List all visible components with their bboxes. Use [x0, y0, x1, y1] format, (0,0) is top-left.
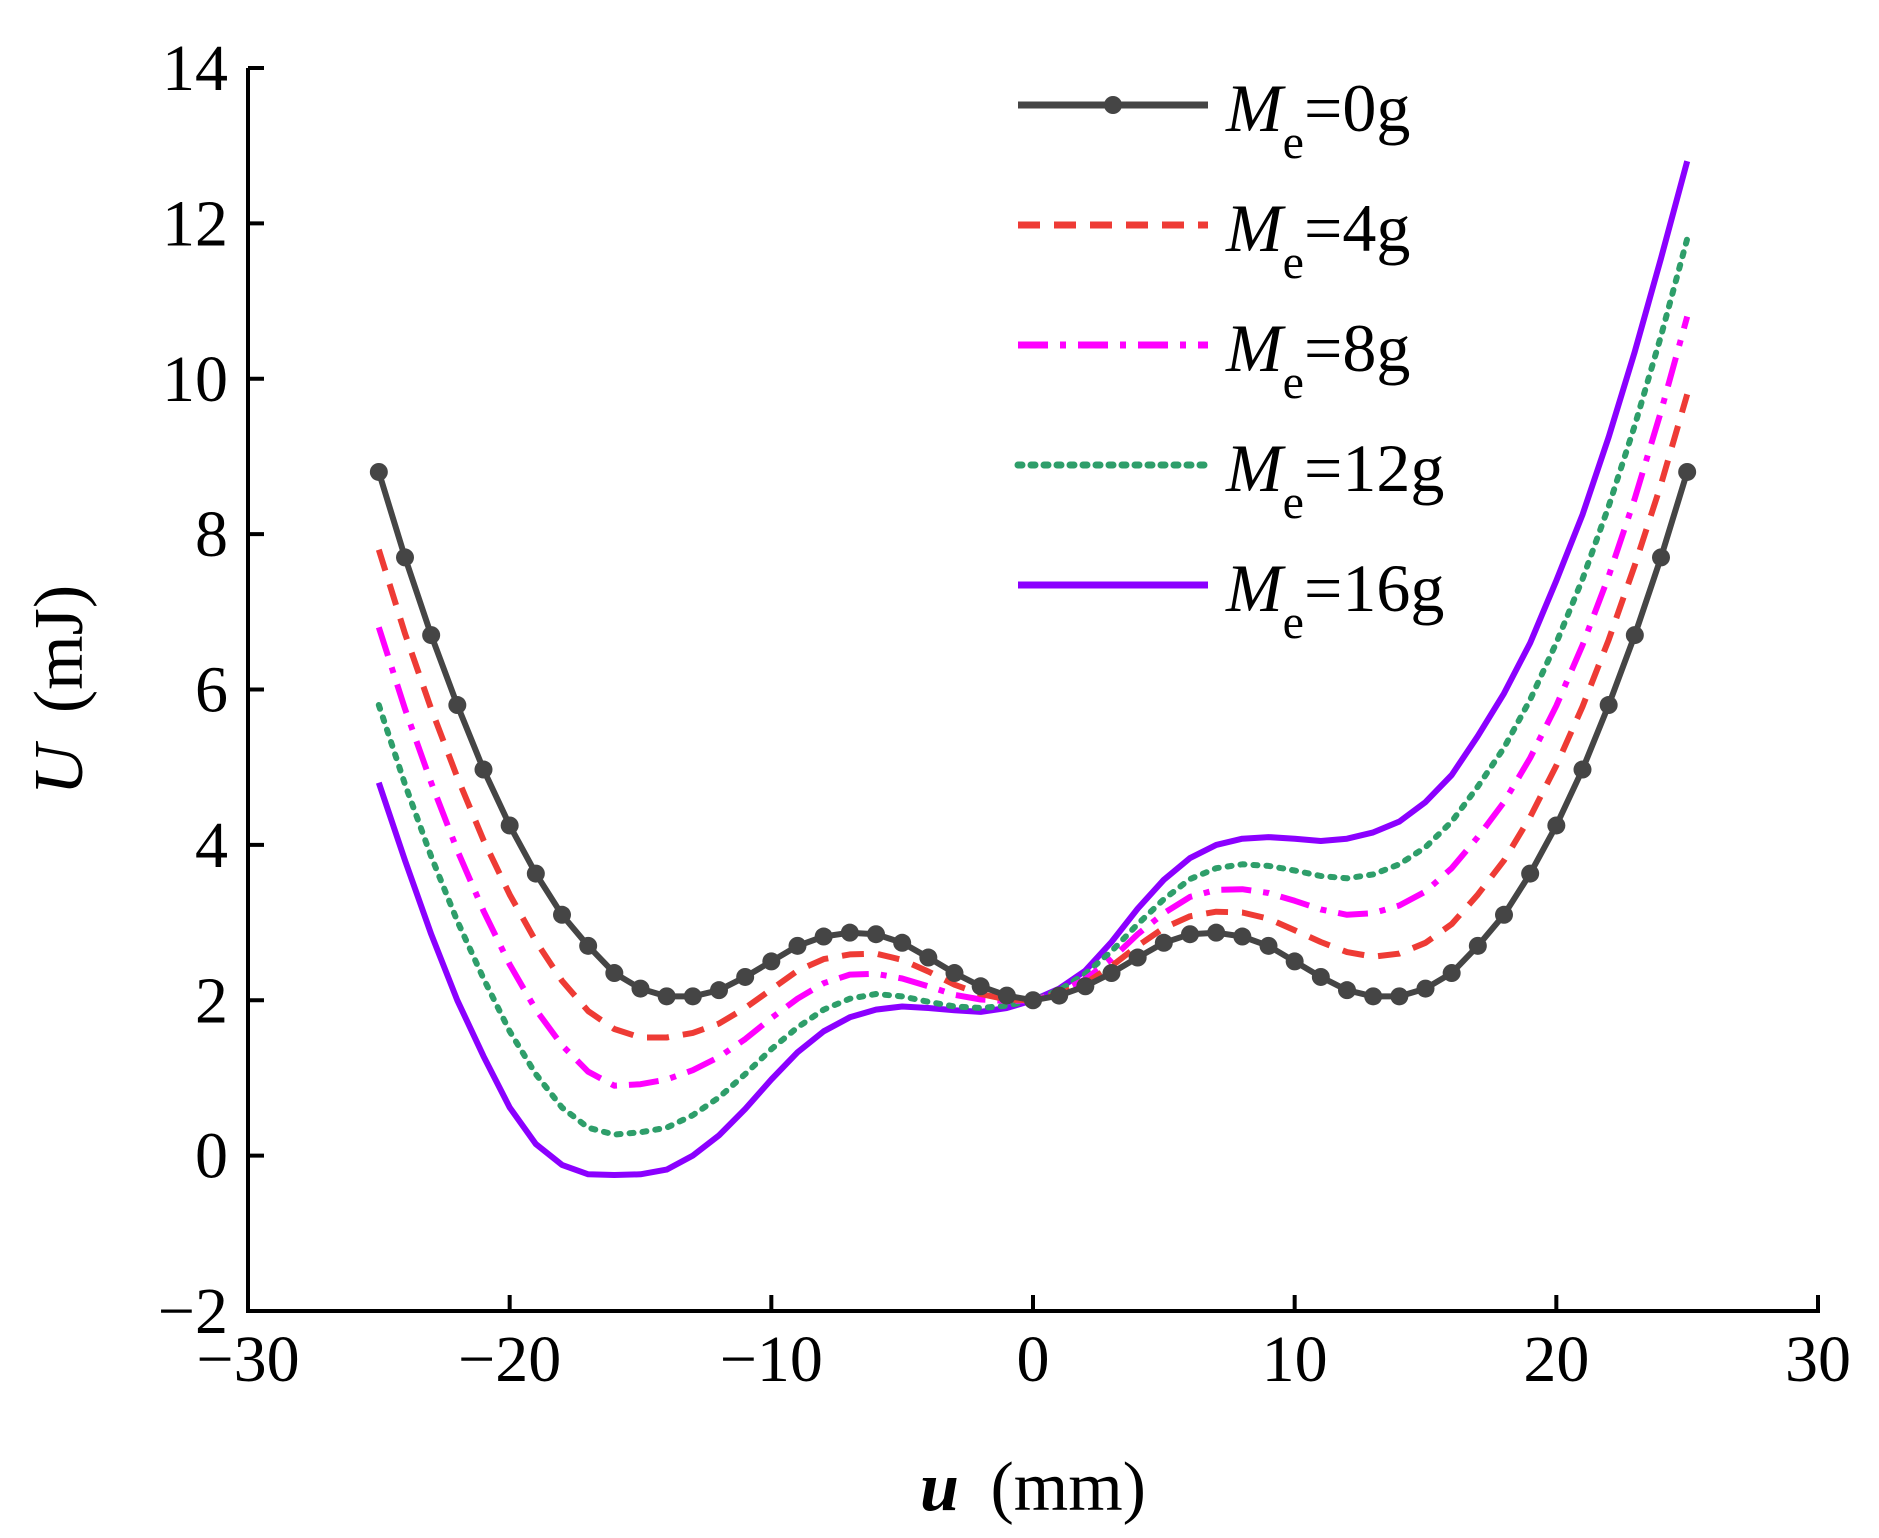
tick-marks: [246, 66, 1820, 1313]
series-marker-0g: [814, 927, 833, 946]
legend-label-16g: Me=16g: [1225, 550, 1444, 649]
y-tick-label: 4: [195, 809, 228, 882]
y-tick-label: 12: [162, 187, 228, 260]
series-marker-0g: [1390, 987, 1409, 1006]
legend-label-4g: Me=4g: [1225, 190, 1410, 289]
series-marker-0g: [971, 977, 990, 996]
series-marker-0g: [893, 933, 912, 952]
series-marker-0g: [1024, 991, 1042, 1010]
series-marker-0g: [1521, 864, 1540, 883]
series-marker-0g: [762, 952, 781, 971]
series-marker-0g: [1181, 925, 1199, 944]
series-marker-0g: [1495, 905, 1513, 924]
legend-label-8g: Me=8g: [1225, 310, 1410, 409]
legend-label-12g: Me=12g: [1225, 430, 1444, 529]
series-marker-0g: [710, 981, 728, 1000]
series-marker-0g: [631, 979, 650, 998]
y-tick-label: 6: [195, 654, 228, 727]
series-line-8g: [375, 315, 1691, 1089]
legend-label-0g: Me=0g: [1225, 70, 1410, 169]
series-marker-0g: [500, 816, 519, 835]
y-tick-label: 2: [195, 964, 228, 1037]
x-tick-label: 10: [1262, 1323, 1328, 1396]
series-line-0g: [375, 471, 1691, 1004]
series-marker-0g: [945, 964, 964, 983]
series-line-16g: [375, 160, 1691, 1178]
y-tick-label: 0: [195, 1120, 228, 1193]
series-marker-0g: [1233, 927, 1252, 946]
series-marker-0g: [867, 925, 885, 944]
series-marker-0g: [1128, 948, 1147, 967]
series-marker-0g: [526, 864, 545, 883]
y-tick-labels: −2 0 2 4 6 8 10 12 14: [158, 32, 228, 1348]
y-axis-title: U (mJ): [21, 585, 98, 795]
series-marker-0g: [997, 986, 1016, 1005]
series-marker-0g: [1442, 964, 1461, 983]
legend: Me=0g Me=4g Me=8g Me=12g Me=16g: [1014, 70, 1444, 649]
series-marker-0g: [1678, 462, 1697, 481]
plot-series: [369, 160, 1697, 1178]
series-marker-0g: [579, 936, 598, 955]
x-tick-label: −20: [458, 1323, 561, 1396]
series-marker-0g: [1625, 626, 1644, 645]
series-marker-0g: [1102, 964, 1121, 983]
x-tick-label: 0: [1017, 1323, 1050, 1396]
series-marker-0g: [1259, 936, 1278, 955]
series-marker-0g: [736, 967, 755, 986]
series-marker-0g: [1285, 952, 1304, 971]
series-marker-0g: [1076, 977, 1095, 996]
x-tick-label: −30: [196, 1323, 299, 1396]
series-marker-0g: [683, 987, 702, 1006]
series-marker-0g: [1311, 967, 1330, 986]
x-tick-label: 30: [1785, 1323, 1851, 1396]
x-tick-labels: −30 −20 −10 0 10 20 30: [196, 1323, 1851, 1396]
series-marker-0g: [1207, 923, 1226, 942]
legend-marker-0g: [1104, 96, 1122, 114]
series-marker-0g: [1652, 548, 1670, 567]
series-marker-0g: [396, 548, 414, 567]
y-tick-label: 14: [162, 32, 228, 105]
series-marker-0g: [448, 696, 467, 715]
series-marker-0g: [788, 936, 807, 955]
series-marker-0g: [422, 626, 441, 645]
y-tick-label: −2: [158, 1275, 228, 1348]
series-marker-0g: [1573, 760, 1592, 779]
y-tick-label: 8: [195, 498, 228, 571]
series-marker-0g: [1050, 986, 1069, 1005]
series-marker-0g: [1364, 987, 1383, 1006]
series-marker-0g: [369, 462, 388, 481]
series-marker-0g: [840, 923, 859, 942]
axes: [246, 68, 1820, 1313]
series-marker-0g: [474, 760, 493, 779]
series-marker-0g: [1547, 816, 1566, 835]
series-marker-0g: [919, 948, 938, 967]
axis-frame: [246, 68, 1820, 1313]
series-marker-0g: [1599, 696, 1618, 715]
series-marker-0g: [657, 987, 676, 1006]
y-tick-label: 10: [162, 343, 228, 416]
series-marker-0g: [553, 905, 571, 924]
x-axis-title: u (mm): [920, 1449, 1146, 1526]
series-marker-0g: [1338, 981, 1356, 1000]
series-marker-0g: [1416, 979, 1435, 998]
x-tick-label: −10: [720, 1323, 823, 1396]
series-marker-0g: [1468, 936, 1487, 955]
series-marker-0g: [605, 964, 624, 983]
series-marker-0g: [1154, 933, 1173, 952]
x-tick-label: 20: [1523, 1323, 1589, 1396]
